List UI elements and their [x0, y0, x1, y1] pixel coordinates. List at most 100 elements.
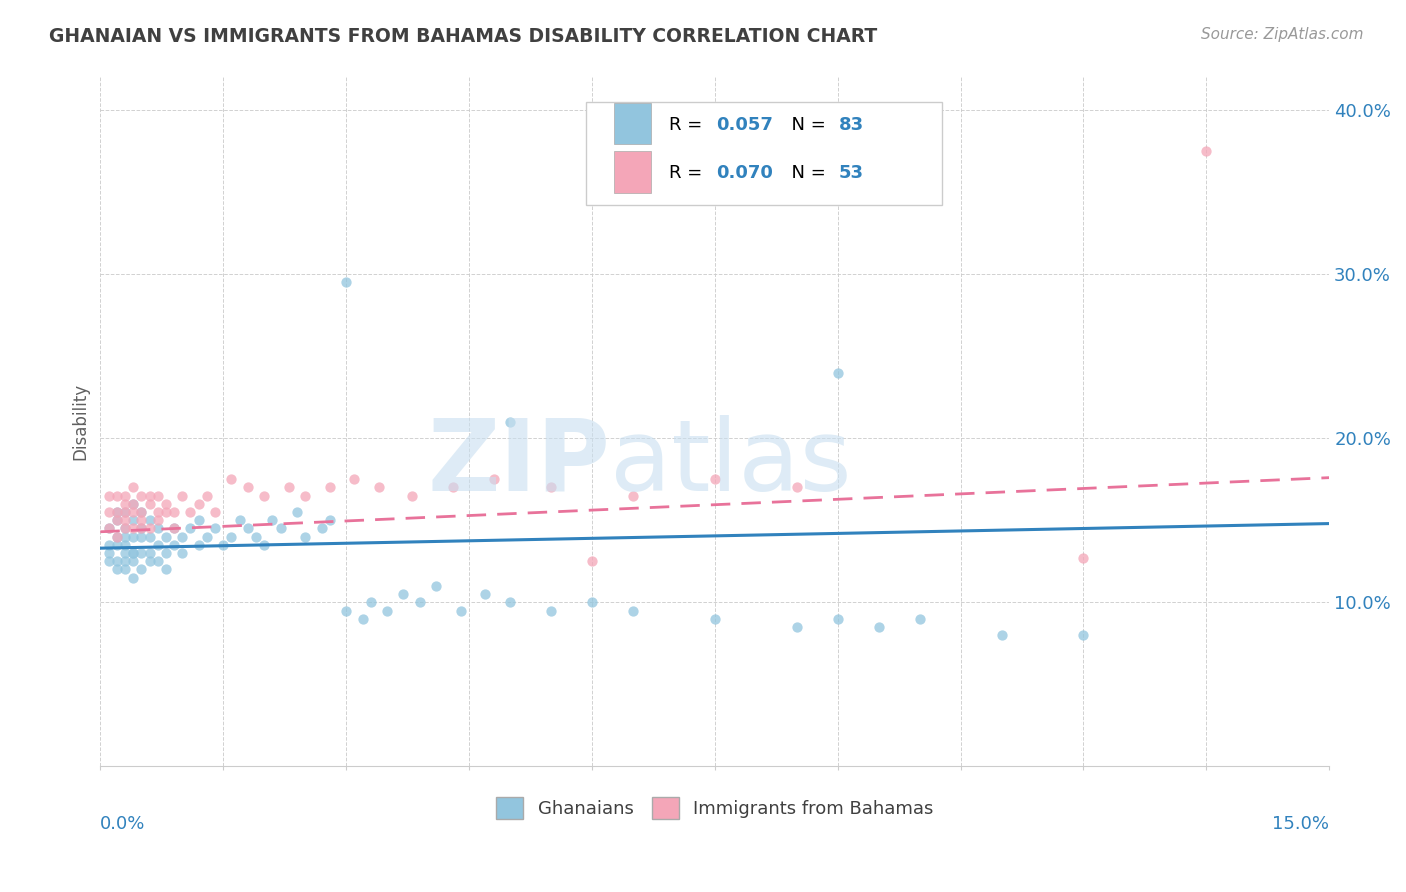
Point — [114, 489, 136, 503]
Point — [122, 530, 145, 544]
Point — [908, 612, 931, 626]
Point — [131, 530, 153, 544]
Point — [392, 587, 415, 601]
Point — [441, 481, 464, 495]
Point — [114, 521, 136, 535]
Point — [97, 521, 120, 535]
Text: R =: R = — [669, 116, 709, 134]
Point — [114, 530, 136, 544]
Point — [131, 505, 153, 519]
Point — [105, 538, 128, 552]
Point — [221, 530, 243, 544]
Point — [335, 276, 357, 290]
Text: 0.057: 0.057 — [716, 116, 773, 134]
Point — [138, 513, 160, 527]
Point — [146, 554, 169, 568]
Point — [97, 538, 120, 552]
Point — [146, 505, 169, 519]
Point — [122, 481, 145, 495]
Point — [425, 579, 447, 593]
Point — [540, 481, 562, 495]
Point — [401, 489, 423, 503]
Point — [621, 489, 644, 503]
FancyBboxPatch shape — [614, 103, 651, 145]
Point — [97, 546, 120, 560]
Point — [131, 521, 153, 535]
Point — [105, 513, 128, 527]
Point — [146, 538, 169, 552]
Point — [122, 546, 145, 560]
Point — [195, 530, 218, 544]
Point — [262, 513, 284, 527]
Point — [114, 546, 136, 560]
Point — [253, 489, 276, 503]
Point — [122, 505, 145, 519]
Point — [138, 554, 160, 568]
Point — [786, 481, 808, 495]
Point — [228, 513, 250, 527]
Text: 53: 53 — [839, 164, 863, 182]
Point — [187, 513, 209, 527]
Point — [319, 513, 342, 527]
Text: 0.0%: 0.0% — [100, 814, 146, 832]
Point — [122, 497, 145, 511]
Y-axis label: Disability: Disability — [72, 384, 89, 460]
Point — [131, 521, 153, 535]
Point — [482, 472, 505, 486]
Point — [868, 620, 890, 634]
Point — [270, 521, 292, 535]
Point — [187, 497, 209, 511]
Point — [179, 521, 201, 535]
Point — [97, 521, 120, 535]
Point — [827, 612, 849, 626]
Text: 0.070: 0.070 — [716, 164, 773, 182]
Point — [540, 603, 562, 617]
Point — [105, 489, 128, 503]
Point — [97, 505, 120, 519]
Point — [105, 530, 128, 544]
Point — [114, 538, 136, 552]
Legend: Ghanaians, Immigrants from Bahamas: Ghanaians, Immigrants from Bahamas — [489, 789, 941, 826]
Point — [114, 562, 136, 576]
Point — [155, 562, 177, 576]
Text: GHANAIAN VS IMMIGRANTS FROM BAHAMAS DISABILITY CORRELATION CHART: GHANAIAN VS IMMIGRANTS FROM BAHAMAS DISA… — [49, 27, 877, 45]
Point — [352, 612, 374, 626]
Point — [155, 546, 177, 560]
Point — [105, 505, 128, 519]
Point — [827, 366, 849, 380]
Point — [155, 497, 177, 511]
Point — [97, 554, 120, 568]
Point — [122, 513, 145, 527]
Point — [195, 489, 218, 503]
FancyBboxPatch shape — [614, 152, 651, 193]
Text: atlas: atlas — [610, 415, 852, 512]
Point — [122, 546, 145, 560]
Point — [172, 546, 194, 560]
Point — [204, 521, 226, 535]
Point — [236, 481, 259, 495]
Point — [97, 489, 120, 503]
Point — [277, 481, 299, 495]
Point — [138, 489, 160, 503]
Text: Source: ZipAtlas.com: Source: ZipAtlas.com — [1201, 27, 1364, 42]
Point — [621, 603, 644, 617]
Point — [319, 481, 342, 495]
Point — [285, 505, 308, 519]
Point — [122, 571, 145, 585]
Point — [146, 521, 169, 535]
Point — [131, 505, 153, 519]
Point — [172, 530, 194, 544]
Point — [499, 415, 522, 429]
Text: 83: 83 — [839, 116, 865, 134]
FancyBboxPatch shape — [586, 102, 942, 205]
Point — [146, 489, 169, 503]
Point — [236, 521, 259, 535]
Point — [204, 505, 226, 519]
Point — [163, 521, 186, 535]
Point — [409, 595, 432, 609]
Point — [146, 513, 169, 527]
Point — [155, 505, 177, 519]
Point — [343, 472, 366, 486]
Text: N =: N = — [780, 164, 831, 182]
Point — [138, 546, 160, 560]
